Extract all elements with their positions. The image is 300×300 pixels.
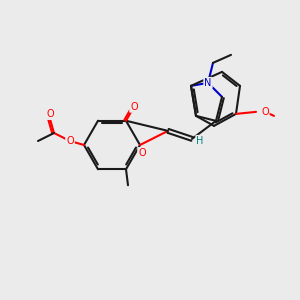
- Text: N: N: [204, 78, 212, 88]
- Text: O: O: [66, 136, 74, 146]
- Text: O: O: [130, 102, 138, 112]
- Text: O: O: [46, 109, 54, 119]
- Text: O: O: [138, 148, 146, 158]
- Text: O: O: [261, 107, 268, 117]
- Text: H: H: [196, 136, 204, 146]
